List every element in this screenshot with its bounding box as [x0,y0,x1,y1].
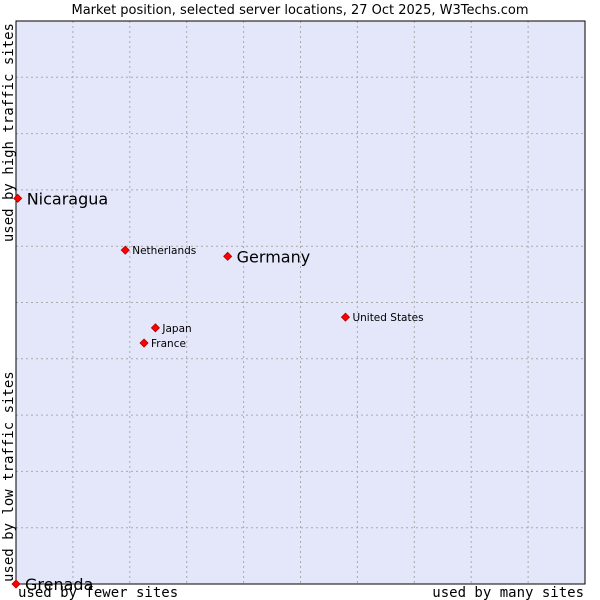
point-grenada [11,579,21,589]
point-label-grenada: Grenada [25,575,93,594]
point-label-netherlands: Netherlands [132,245,196,257]
y-axis-label-high: used by high traffic sites [1,23,17,242]
point-label-united-states: United States [352,312,423,324]
grid-lines [16,21,585,584]
point-united-states [340,312,351,322]
point-netherlands [120,245,130,255]
point-japan [150,323,160,333]
chart-title: Market position, selected server locatio… [71,3,528,18]
data-points: Nicaragua Netherlands Germany United States… [11,189,424,594]
plot-frame [15,20,586,585]
x-axis-label-low: used by fewer sites [18,585,178,600]
point-france [139,338,149,348]
point-germany [223,251,233,261]
point-nicaragua [13,193,23,203]
point-label-japan: Japan [161,323,191,335]
point-label-nicaragua: Nicaragua [27,189,109,208]
point-label-germany: Germany [237,247,311,266]
y-axis-label-low: used by low traffic sites [1,371,17,582]
point-label-france: France [151,338,186,350]
x-axis-label-high: used by many sites [432,585,584,600]
